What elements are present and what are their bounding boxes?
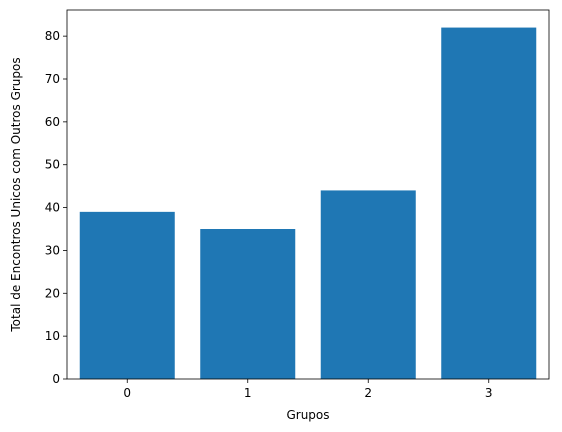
bar-3	[441, 27, 537, 379]
y-axis-title: Total de Encontros Unicos com Outros Gru…	[9, 57, 23, 332]
x-tick-label: 0	[123, 386, 131, 400]
axes-frame	[66, 9, 550, 380]
x-axis-ticks: 0 1 2 3	[123, 379, 493, 400]
y-tick-label: 40	[45, 201, 60, 215]
x-tick-label: 3	[485, 386, 493, 400]
y-axis-ticks: 0 10 20 30 40 50 60 70 80	[45, 29, 67, 386]
x-axis-title: Grupos	[286, 408, 329, 422]
y-tick-label: 70	[45, 72, 60, 86]
y-tick-label: 60	[45, 115, 60, 129]
y-tick-label: 50	[45, 158, 60, 172]
y-tick-label: 80	[45, 29, 60, 43]
x-tick-label: 2	[364, 386, 372, 400]
bar-0	[79, 211, 175, 379]
bar-2	[320, 190, 416, 379]
bar-1	[200, 229, 296, 379]
y-tick-label: 30	[45, 243, 60, 257]
y-tick-label: 20	[45, 286, 60, 300]
y-tick-label: 0	[52, 372, 60, 386]
y-tick-label: 10	[45, 329, 60, 343]
x-tick-label: 1	[244, 386, 252, 400]
bars-group	[79, 27, 537, 379]
